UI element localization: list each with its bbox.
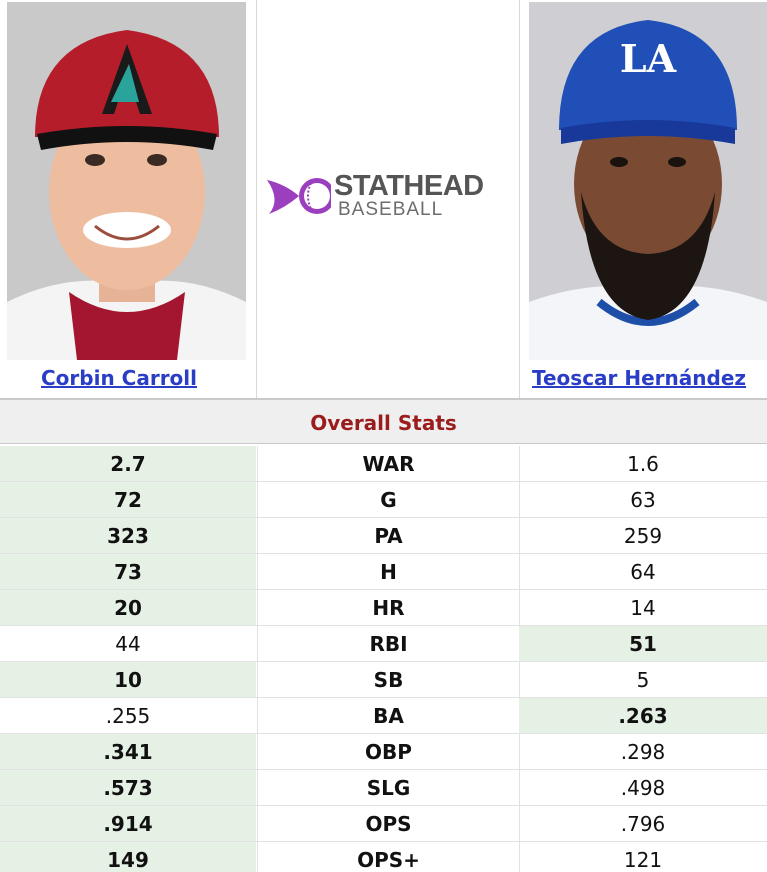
stat-right-value: 259 [623, 524, 663, 548]
table-row: 323 PA 259 [0, 518, 767, 554]
stat-right-value: 121 [623, 848, 663, 872]
stat-label: H [257, 554, 520, 589]
table-row: .255 BA .263 [0, 698, 767, 734]
player-right-name-link[interactable]: Teoscar Hernández [532, 366, 747, 390]
table-row: .914 OPS .796 [0, 806, 767, 842]
stat-right-value: 51 [519, 626, 767, 661]
stat-right-value: .796 [620, 812, 666, 836]
stat-right-value: .498 [620, 776, 666, 800]
logo-line2: BASEBALL [338, 199, 444, 220]
stat-right-value: 63 [630, 488, 656, 512]
stat-right-value: 5 [636, 668, 650, 692]
stat-label: OBP [257, 734, 520, 769]
table-row: 2.7 WAR 1.6 [0, 446, 767, 482]
stat-label: OPS [257, 806, 520, 841]
stat-left-value: 44 [115, 632, 141, 656]
table-row: .341 OBP .298 [0, 734, 767, 770]
player-left-name-link[interactable]: Corbin Carroll [41, 366, 198, 390]
stat-left-value: .573 [0, 770, 256, 805]
stathead-logo[interactable]: STATHEAD BASEBALL [267, 170, 511, 222]
section-header: Overall Stats [0, 398, 767, 444]
section-title: Overall Stats [310, 411, 457, 435]
logo-line1: STATHEAD [334, 170, 484, 202]
player-left-column: Corbin Carroll [0, 0, 256, 398]
table-row: 44 RBI 51 [0, 626, 767, 662]
table-row: 149 OPS+ 121 [0, 842, 767, 872]
stat-right-value: 64 [630, 560, 656, 584]
stat-label: PA [257, 518, 520, 553]
stat-label: RBI [257, 626, 520, 661]
stat-label: WAR [257, 446, 520, 481]
stat-right-value: 14 [630, 596, 656, 620]
stat-right-value: .263 [519, 698, 767, 733]
stat-label: SLG [257, 770, 520, 805]
table-row: 10 SB 5 [0, 662, 767, 698]
player-right-column: LA Teoscar Hernández [519, 0, 767, 398]
stat-label: BA [257, 698, 520, 733]
stat-right-value: 1.6 [627, 452, 659, 476]
player-left-photo[interactable] [7, 2, 246, 360]
stat-left-value: 2.7 [0, 446, 256, 481]
stat-label: HR [257, 590, 520, 625]
table-row: .573 SLG .498 [0, 770, 767, 806]
stathead-mark-icon [267, 178, 331, 214]
stat-label: OPS+ [257, 842, 520, 872]
stat-label: SB [257, 662, 520, 697]
stat-label: G [257, 482, 520, 517]
stat-left-value: 20 [0, 590, 256, 625]
svg-text:LA: LA [620, 36, 677, 81]
stat-left-value: .341 [0, 734, 256, 769]
table-row: 73 H 64 [0, 554, 767, 590]
player-header: Corbin Carroll STATHEAD BASEBALL [0, 0, 767, 398]
stat-left-value: .255 [105, 704, 151, 728]
stat-left-value: 10 [0, 662, 256, 697]
stat-left-value: 323 [0, 518, 256, 553]
table-row: 72 G 63 [0, 482, 767, 518]
logo-column: STATHEAD BASEBALL [256, 0, 520, 398]
stat-left-value: 149 [0, 842, 256, 872]
stat-left-value: .914 [0, 806, 256, 841]
stat-right-value: .298 [620, 740, 666, 764]
player-right-photo[interactable]: LA [529, 2, 767, 360]
stat-left-value: 72 [0, 482, 256, 517]
stats-table: 2.7 WAR 1.6 72 G 63 323 PA 259 73 H 64 20 HR 14 44 RBI 51… [0, 446, 767, 872]
table-row: 20 HR 14 [0, 590, 767, 626]
stat-left-value: 73 [0, 554, 256, 589]
